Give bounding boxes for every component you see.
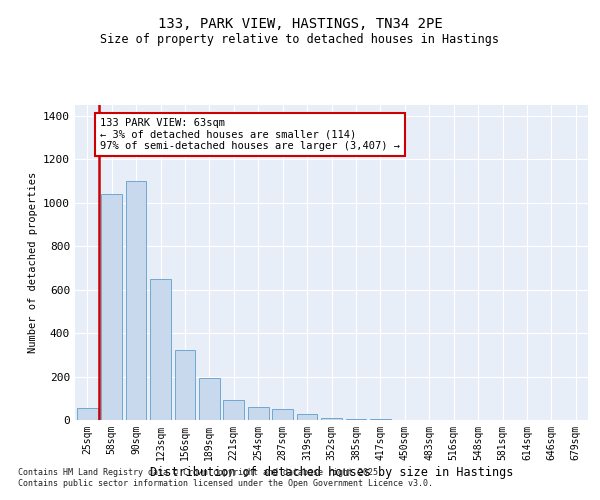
Y-axis label: Number of detached properties: Number of detached properties <box>28 172 38 353</box>
Bar <box>321 418 342 420</box>
Text: Contains HM Land Registry data © Crown copyright and database right 2025.
Contai: Contains HM Land Registry data © Crown c… <box>18 468 433 487</box>
Bar <box>199 378 220 420</box>
Bar <box>248 407 269 420</box>
Bar <box>223 400 244 420</box>
Bar <box>125 181 146 420</box>
X-axis label: Distribution of detached houses by size in Hastings: Distribution of detached houses by size … <box>150 466 513 478</box>
Bar <box>296 414 317 420</box>
Bar <box>101 194 122 420</box>
Bar <box>346 419 367 420</box>
Text: 133 PARK VIEW: 63sqm
← 3% of detached houses are smaller (114)
97% of semi-detac: 133 PARK VIEW: 63sqm ← 3% of detached ho… <box>100 118 400 151</box>
Bar <box>150 279 171 420</box>
Bar <box>77 408 98 420</box>
Text: 133, PARK VIEW, HASTINGS, TN34 2PE: 133, PARK VIEW, HASTINGS, TN34 2PE <box>158 18 442 32</box>
Bar <box>272 409 293 420</box>
Text: Size of property relative to detached houses in Hastings: Size of property relative to detached ho… <box>101 32 499 46</box>
Bar <box>175 350 196 420</box>
